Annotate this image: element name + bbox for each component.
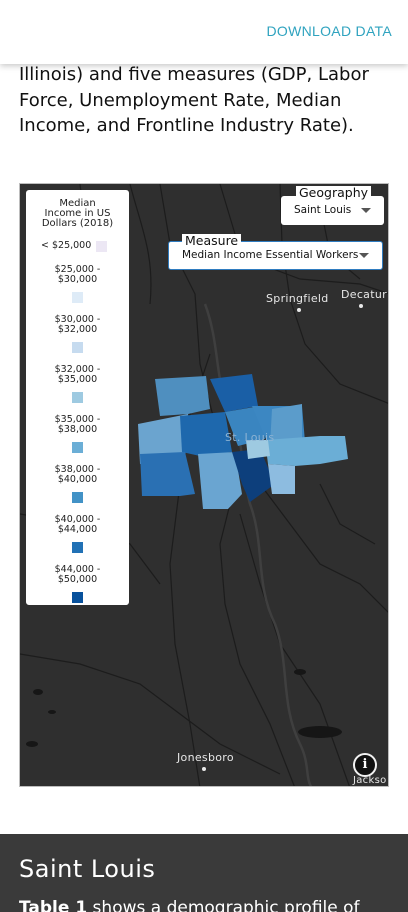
city-label-st-louis: St. Louis: [225, 431, 275, 444]
legend-item-label: $25,000 -: [54, 264, 101, 275]
section-text: Table 1 shows a demographic profile of: [19, 898, 408, 912]
legend-swatch: [72, 342, 83, 353]
map-legend: Median Income in US Dollars (2018) < $25,00…: [26, 190, 129, 605]
legend-item: $32,000 - $35,000: [26, 364, 129, 403]
county-shape[interactable]: [155, 376, 210, 416]
legend-item-label: $35,000: [57, 374, 98, 385]
city-dot-springfield: [297, 308, 301, 312]
county-shape[interactable]: [138, 414, 188, 464]
download-data-link[interactable]: DOWNLOAD DATA: [266, 23, 392, 39]
legend-item-label: $44,000: [57, 524, 98, 535]
map-panel[interactable]: ILLINOIS Springfield Decatur St. Louis J…: [19, 183, 389, 787]
table-reference[interactable]: Table 1: [19, 898, 88, 912]
legend-title-line: Income in US: [44, 208, 111, 219]
county-shape[interactable]: [268, 464, 295, 494]
legend-item: $30,000 - $32,000: [26, 314, 129, 353]
section-title: Saint Louis: [19, 855, 156, 883]
legend-item-label: $35,000 -: [54, 414, 101, 425]
legend-title: Median Income in US Dollars (2018): [26, 199, 129, 229]
county-shape[interactable]: [265, 436, 348, 466]
county-shape[interactable]: [246, 440, 270, 459]
county-shape[interactable]: [198, 452, 242, 509]
legend-title-line: Dollars (2018): [41, 218, 114, 229]
legend-item: $35,000 - $38,000: [26, 414, 129, 453]
legend-item: $25,000 - $30,000: [26, 264, 129, 303]
geography-select[interactable]: Saint Louis: [281, 196, 384, 225]
legend-item-label: $30,000 -: [54, 314, 101, 325]
legend-item-label: $50,000: [57, 574, 98, 585]
legend-item-label: $32,000 -: [54, 364, 101, 375]
location-section: Saint Louis Table 1 shows a demographic …: [0, 834, 408, 912]
info-icon[interactable]: i: [353, 753, 377, 777]
legend-item: $38,000 - $40,000: [26, 464, 129, 503]
county-shape[interactable]: [270, 404, 302, 446]
county-shape[interactable]: [225, 406, 265, 446]
top-bar: DOWNLOAD DATA: [0, 0, 408, 64]
intro-paragraph: Illinois) and five measures (GDP, Labor …: [19, 64, 369, 136]
legend-item-label: $40,000 -: [54, 514, 101, 525]
county-shape[interactable]: [232, 449, 275, 502]
mississippi-river: [203, 303, 313, 786]
city-dot-jonesboro: [202, 767, 206, 771]
geography-label: Geography: [296, 186, 372, 200]
map-lakes: [26, 669, 342, 747]
legend-title-line: Median: [59, 198, 96, 209]
city-dot-decatur: [359, 304, 363, 308]
county-choropleth[interactable]: [138, 374, 348, 509]
chevron-down-icon: [361, 208, 371, 213]
county-shape[interactable]: [180, 412, 232, 456]
geography-select-value: Saint Louis: [294, 204, 352, 216]
city-label-jackson: Jackso: [353, 775, 387, 786]
city-label-springfield: Springfield: [266, 292, 329, 305]
legend-swatch: [72, 592, 83, 603]
legend-swatch: [72, 542, 83, 553]
legend-item: $44,000 - $50,000: [26, 564, 129, 603]
legend-swatch: [96, 241, 107, 252]
county-shape[interactable]: [140, 452, 195, 496]
measure-label: Measure: [182, 234, 242, 248]
legend-item-label: < $25,000: [41, 240, 92, 251]
city-label-decatur: Decatur: [341, 288, 387, 301]
legend-item-label: $38,000 -: [54, 464, 101, 475]
legend-item-label: $38,000: [57, 424, 98, 435]
city-label-jonesboro: Jonesboro: [177, 751, 234, 764]
map-canvas[interactable]: [20, 184, 389, 787]
legend-swatch: [72, 392, 83, 403]
legend-item-label: $30,000: [57, 274, 98, 285]
legend-item-label: $32,000: [57, 324, 98, 335]
legend-swatch: [72, 442, 83, 453]
legend-item-label: $44,000 -: [54, 564, 101, 575]
legend-item: < $25,000: [26, 240, 129, 252]
legend-swatch: [72, 492, 83, 503]
section-text-rest: shows a demographic profile of: [87, 898, 360, 912]
measure-select-value: Median Income Essential Workers: [182, 249, 359, 261]
chevron-down-icon: [359, 253, 369, 258]
county-shape[interactable]: [210, 374, 258, 412]
legend-item: $40,000 - $44,000: [26, 514, 129, 553]
legend-item-label: $40,000: [57, 474, 98, 485]
legend-swatch: [72, 292, 83, 303]
